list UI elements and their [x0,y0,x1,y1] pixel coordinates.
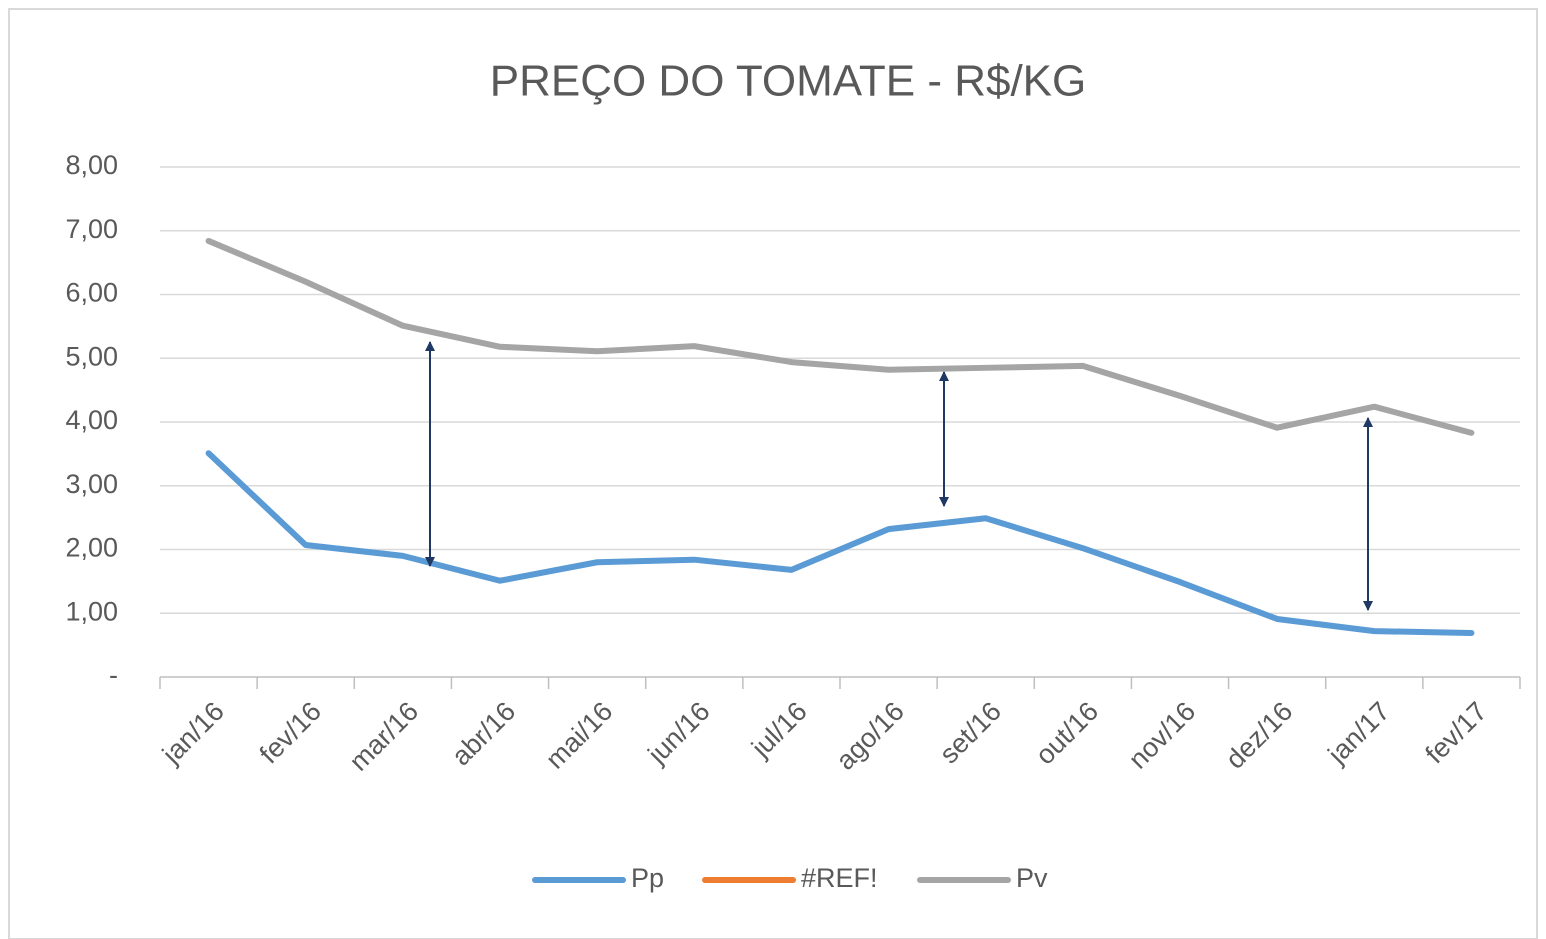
y-tick-label: 4,00 [65,405,118,435]
legend-label: #REF! [801,863,878,893]
y-tick-label: 6,00 [65,278,118,308]
y-tick-label: 2,00 [65,533,118,563]
y-tick-label: 1,00 [65,596,118,626]
chart-title: PREÇO DO TOMATE - R$/KG [490,57,1087,106]
legend-label: Pv [1016,863,1048,893]
series-line [205,237,1475,436]
series-line [205,450,1475,637]
y-tick-label: 8,00 [65,150,118,180]
legend-label: Pp [631,863,664,893]
chart-border [8,8,1538,939]
y-tick-label: - [109,660,118,690]
y-tick-label: 7,00 [65,214,118,244]
y-tick-label: 3,00 [65,469,118,499]
annotations [425,341,1373,611]
y-tick-label: 5,00 [65,341,118,371]
